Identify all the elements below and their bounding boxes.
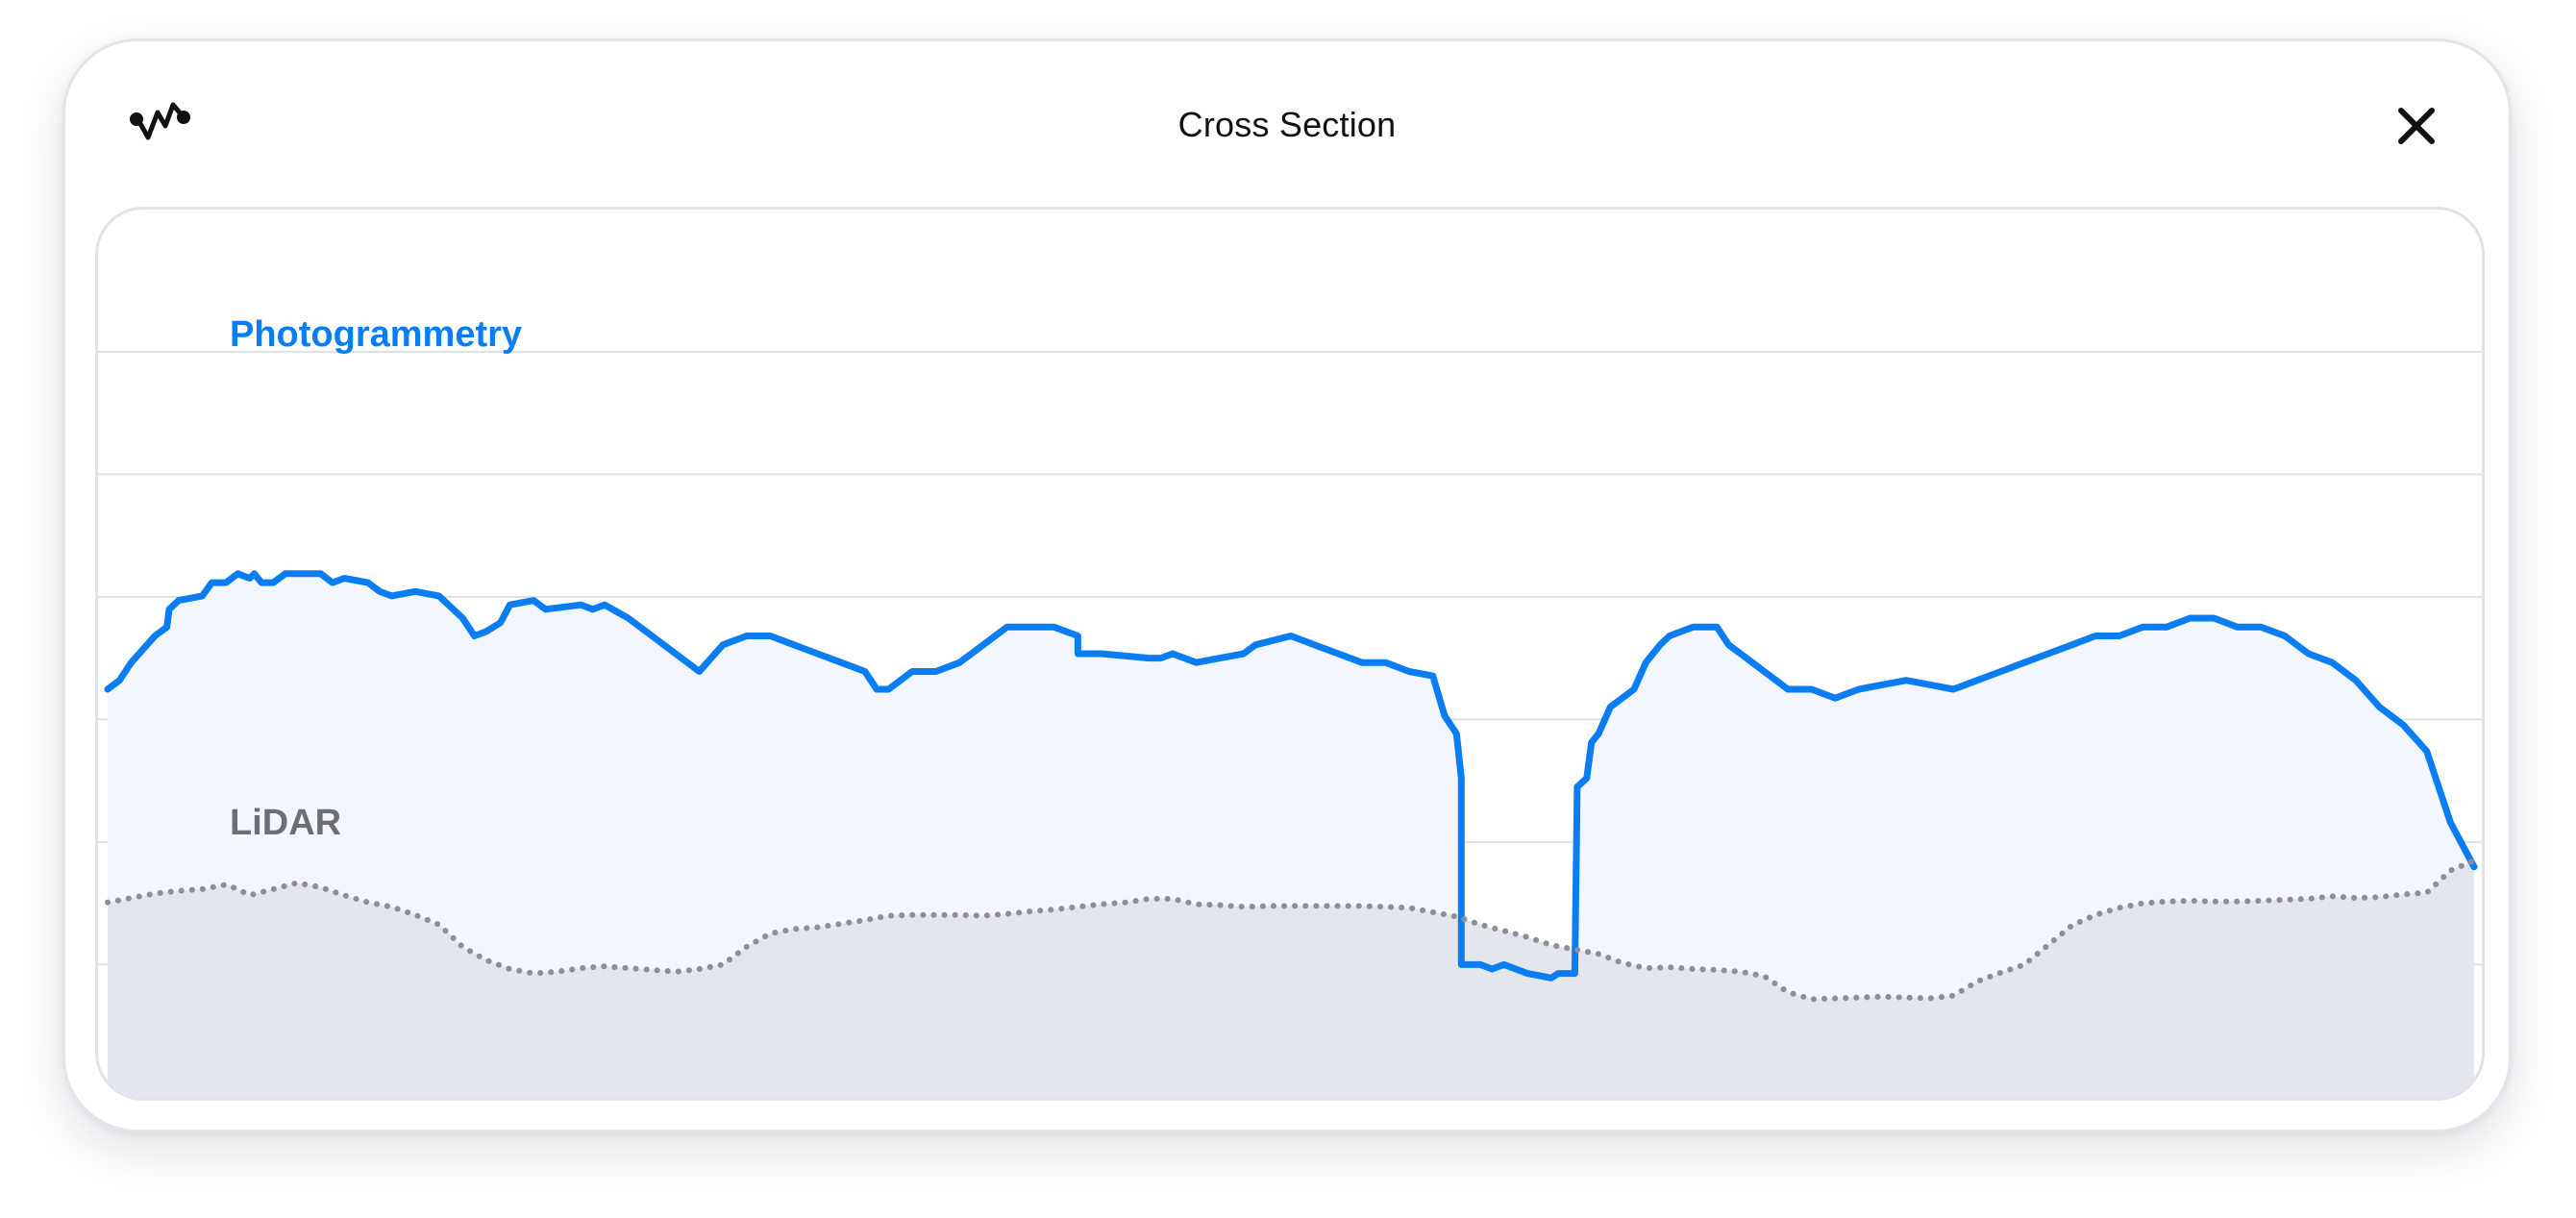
cross-section-chart: Photogrammetry LiDAR bbox=[95, 207, 2485, 1101]
waveform-icon bbox=[130, 102, 190, 140]
cross-section-panel: Cross Section Photogrammetry LiDAR bbox=[62, 38, 2512, 1132]
close-icon[interactable] bbox=[2393, 103, 2440, 149]
legend-lidar: LiDAR bbox=[230, 803, 341, 843]
page-title: Cross Section bbox=[1177, 105, 1397, 144]
chart-canvas: Photogrammetry LiDAR bbox=[98, 314, 2482, 1098]
panel-header: Cross Section bbox=[65, 41, 2509, 210]
photogrammetry-line bbox=[104, 570, 2478, 982]
legend-photogrammetry: Photogrammetry bbox=[230, 314, 522, 355]
lidar-area bbox=[108, 860, 2474, 1098]
